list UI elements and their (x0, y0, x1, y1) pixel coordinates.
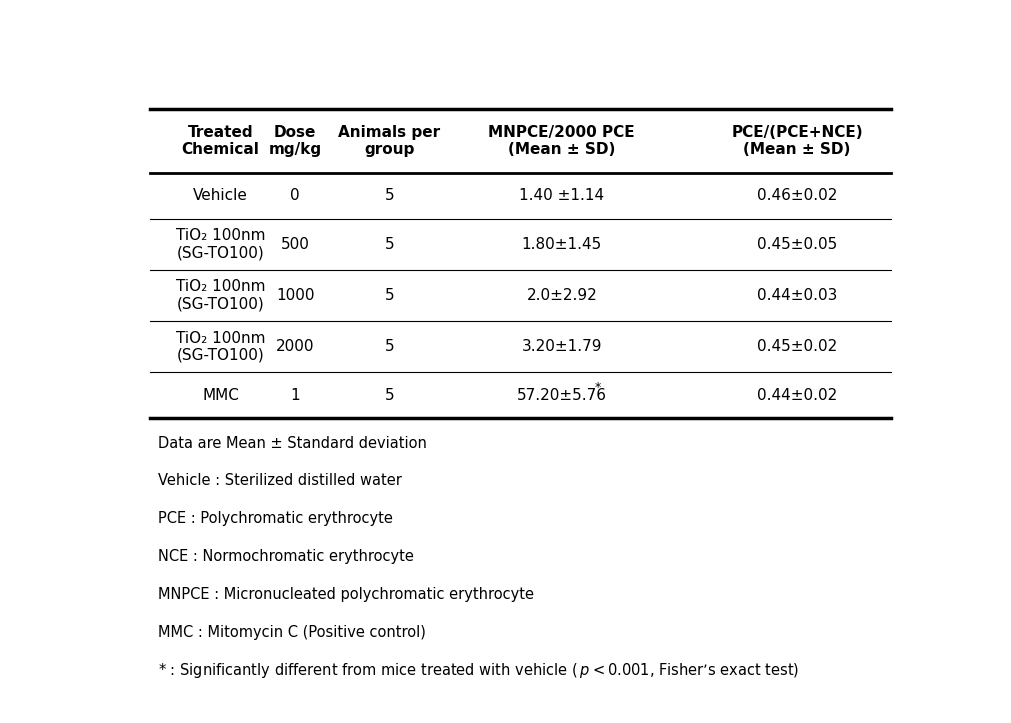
Text: MNPCE/2000 PCE
(Mean ± SD): MNPCE/2000 PCE (Mean ± SD) (488, 125, 635, 157)
Text: 1.40 ±1.14: 1.40 ±1.14 (519, 189, 604, 203)
Text: TiO₂ 100nm
(SG-TO100): TiO₂ 100nm (SG-TO100) (176, 330, 265, 363)
Text: TiO₂ 100nm
(SG-TO100): TiO₂ 100nm (SG-TO100) (176, 228, 265, 260)
Text: * : Significantly different from mice treated with vehicle ( $p$ < 0.001, Fisher: * : Significantly different from mice tr… (158, 661, 799, 680)
Text: 57.20±5.76: 57.20±5.76 (517, 388, 607, 403)
Text: 0: 0 (290, 189, 299, 203)
Text: Vehicle: Vehicle (193, 189, 248, 203)
Text: *: * (594, 382, 601, 395)
Text: 5: 5 (384, 339, 393, 354)
Text: Animals per
group: Animals per group (338, 125, 440, 157)
Text: MMC : Mitomycin C (Positive control): MMC : Mitomycin C (Positive control) (158, 625, 426, 640)
Text: 0.46±0.02: 0.46±0.02 (756, 189, 836, 203)
Text: PCE : Polychromatic erythrocyte: PCE : Polychromatic erythrocyte (158, 511, 392, 526)
Text: 1.80±1.45: 1.80±1.45 (521, 237, 602, 252)
Text: 2.0±2.92: 2.0±2.92 (526, 288, 596, 303)
Text: 5: 5 (384, 189, 393, 203)
Text: Dose
mg/kg: Dose mg/kg (268, 125, 321, 157)
Text: 500: 500 (280, 237, 309, 252)
Text: Treated
Chemical: Treated Chemical (182, 125, 259, 157)
Text: Data are Mean ± Standard deviation: Data are Mean ± Standard deviation (158, 435, 427, 450)
Text: 0.45±0.02: 0.45±0.02 (756, 339, 836, 354)
Text: 1000: 1000 (276, 288, 314, 303)
Text: MNPCE : Micronucleated polychromatic erythrocyte: MNPCE : Micronucleated polychromatic ery… (158, 587, 534, 602)
Text: 5: 5 (384, 388, 393, 403)
Text: 0.44±0.02: 0.44±0.02 (756, 388, 836, 403)
Text: 5: 5 (384, 288, 393, 303)
Text: 0.45±0.05: 0.45±0.05 (756, 237, 836, 252)
Text: 1: 1 (290, 388, 299, 403)
Text: 3.20±1.79: 3.20±1.79 (521, 339, 602, 354)
Text: 5: 5 (384, 237, 393, 252)
Text: Vehicle : Sterilized distilled water: Vehicle : Sterilized distilled water (158, 474, 401, 489)
Text: 2000: 2000 (276, 339, 314, 354)
Text: PCE/(PCE+NCE)
(Mean ± SD): PCE/(PCE+NCE) (Mean ± SD) (731, 125, 862, 157)
Text: 0.44±0.03: 0.44±0.03 (756, 288, 836, 303)
Text: NCE : Normochromatic erythrocyte: NCE : Normochromatic erythrocyte (158, 549, 413, 564)
Text: MMC: MMC (202, 388, 239, 403)
Text: TiO₂ 100nm
(SG-TO100): TiO₂ 100nm (SG-TO100) (176, 279, 265, 312)
